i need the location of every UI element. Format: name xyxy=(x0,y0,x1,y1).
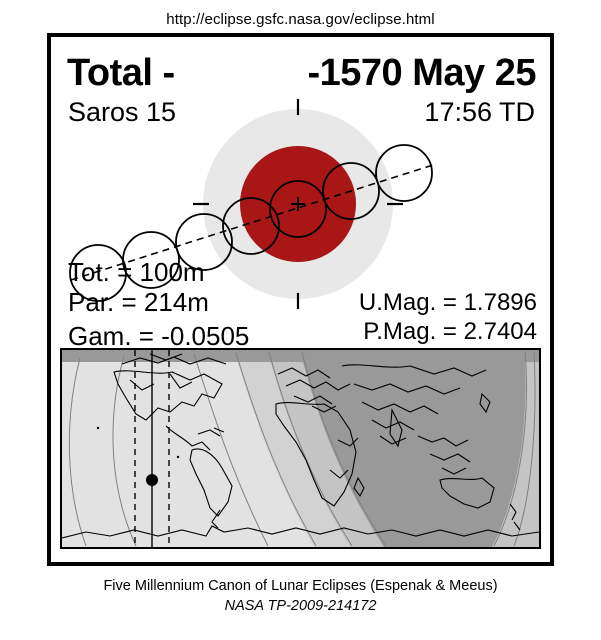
map-zone-east xyxy=(492,350,539,547)
moon-position-4 xyxy=(222,197,280,255)
source-url-header: http://eclipse.gsfc.nasa.gov/eclipse.htm… xyxy=(166,11,435,28)
map-visibility-contours xyxy=(68,351,536,547)
moon-path-line xyxy=(70,164,434,281)
moon-position-7 xyxy=(375,144,433,202)
shadow-center-crosshair-icon xyxy=(291,197,305,211)
gamma-value-label: Gam. = -0.0505 xyxy=(68,321,250,351)
moon-position-6 xyxy=(322,162,380,220)
totality-duration-label: Tot. = 100m xyxy=(68,257,205,287)
map-island-dots xyxy=(96,426,180,459)
world-map-svg xyxy=(62,350,539,547)
footer-credit-label: Five Millennium Canon of Lunar Eclipses … xyxy=(103,578,498,594)
penumbral-magnitude-label: P.Mag. = 2.7404 xyxy=(363,318,537,345)
eclipse-time-label: 17:56 TD xyxy=(424,97,535,127)
eclipse-diagram-card: Total - -1570 May 25 Saros 15 17:56 TD T… xyxy=(47,33,554,566)
footer-publication-label: NASA TP-2009-214172 xyxy=(224,598,377,614)
map-zone-total xyxy=(300,350,526,547)
umbral-magnitude-label: U.Mag. = 1.7896 xyxy=(358,289,537,316)
moon-position-5 xyxy=(269,180,327,238)
eclipse-type-label: Total - xyxy=(67,52,175,94)
moon-position-3 xyxy=(175,213,233,271)
moon-position-2 xyxy=(122,231,180,289)
card-inner: Total - -1570 May 25 Saros 15 17:56 TD T… xyxy=(51,37,550,562)
partial-duration-label: Par. = 214m xyxy=(68,287,209,317)
zenith-marker-dot xyxy=(146,474,158,486)
eclipse-date-label: -1570 May 25 xyxy=(307,52,537,94)
saros-series-label: Saros 15 xyxy=(68,97,177,127)
map-coastlines xyxy=(62,353,539,539)
world-visibility-map xyxy=(60,348,541,549)
map-polar-band-north xyxy=(62,350,539,362)
eclipse-geometry-diagram xyxy=(69,99,434,309)
